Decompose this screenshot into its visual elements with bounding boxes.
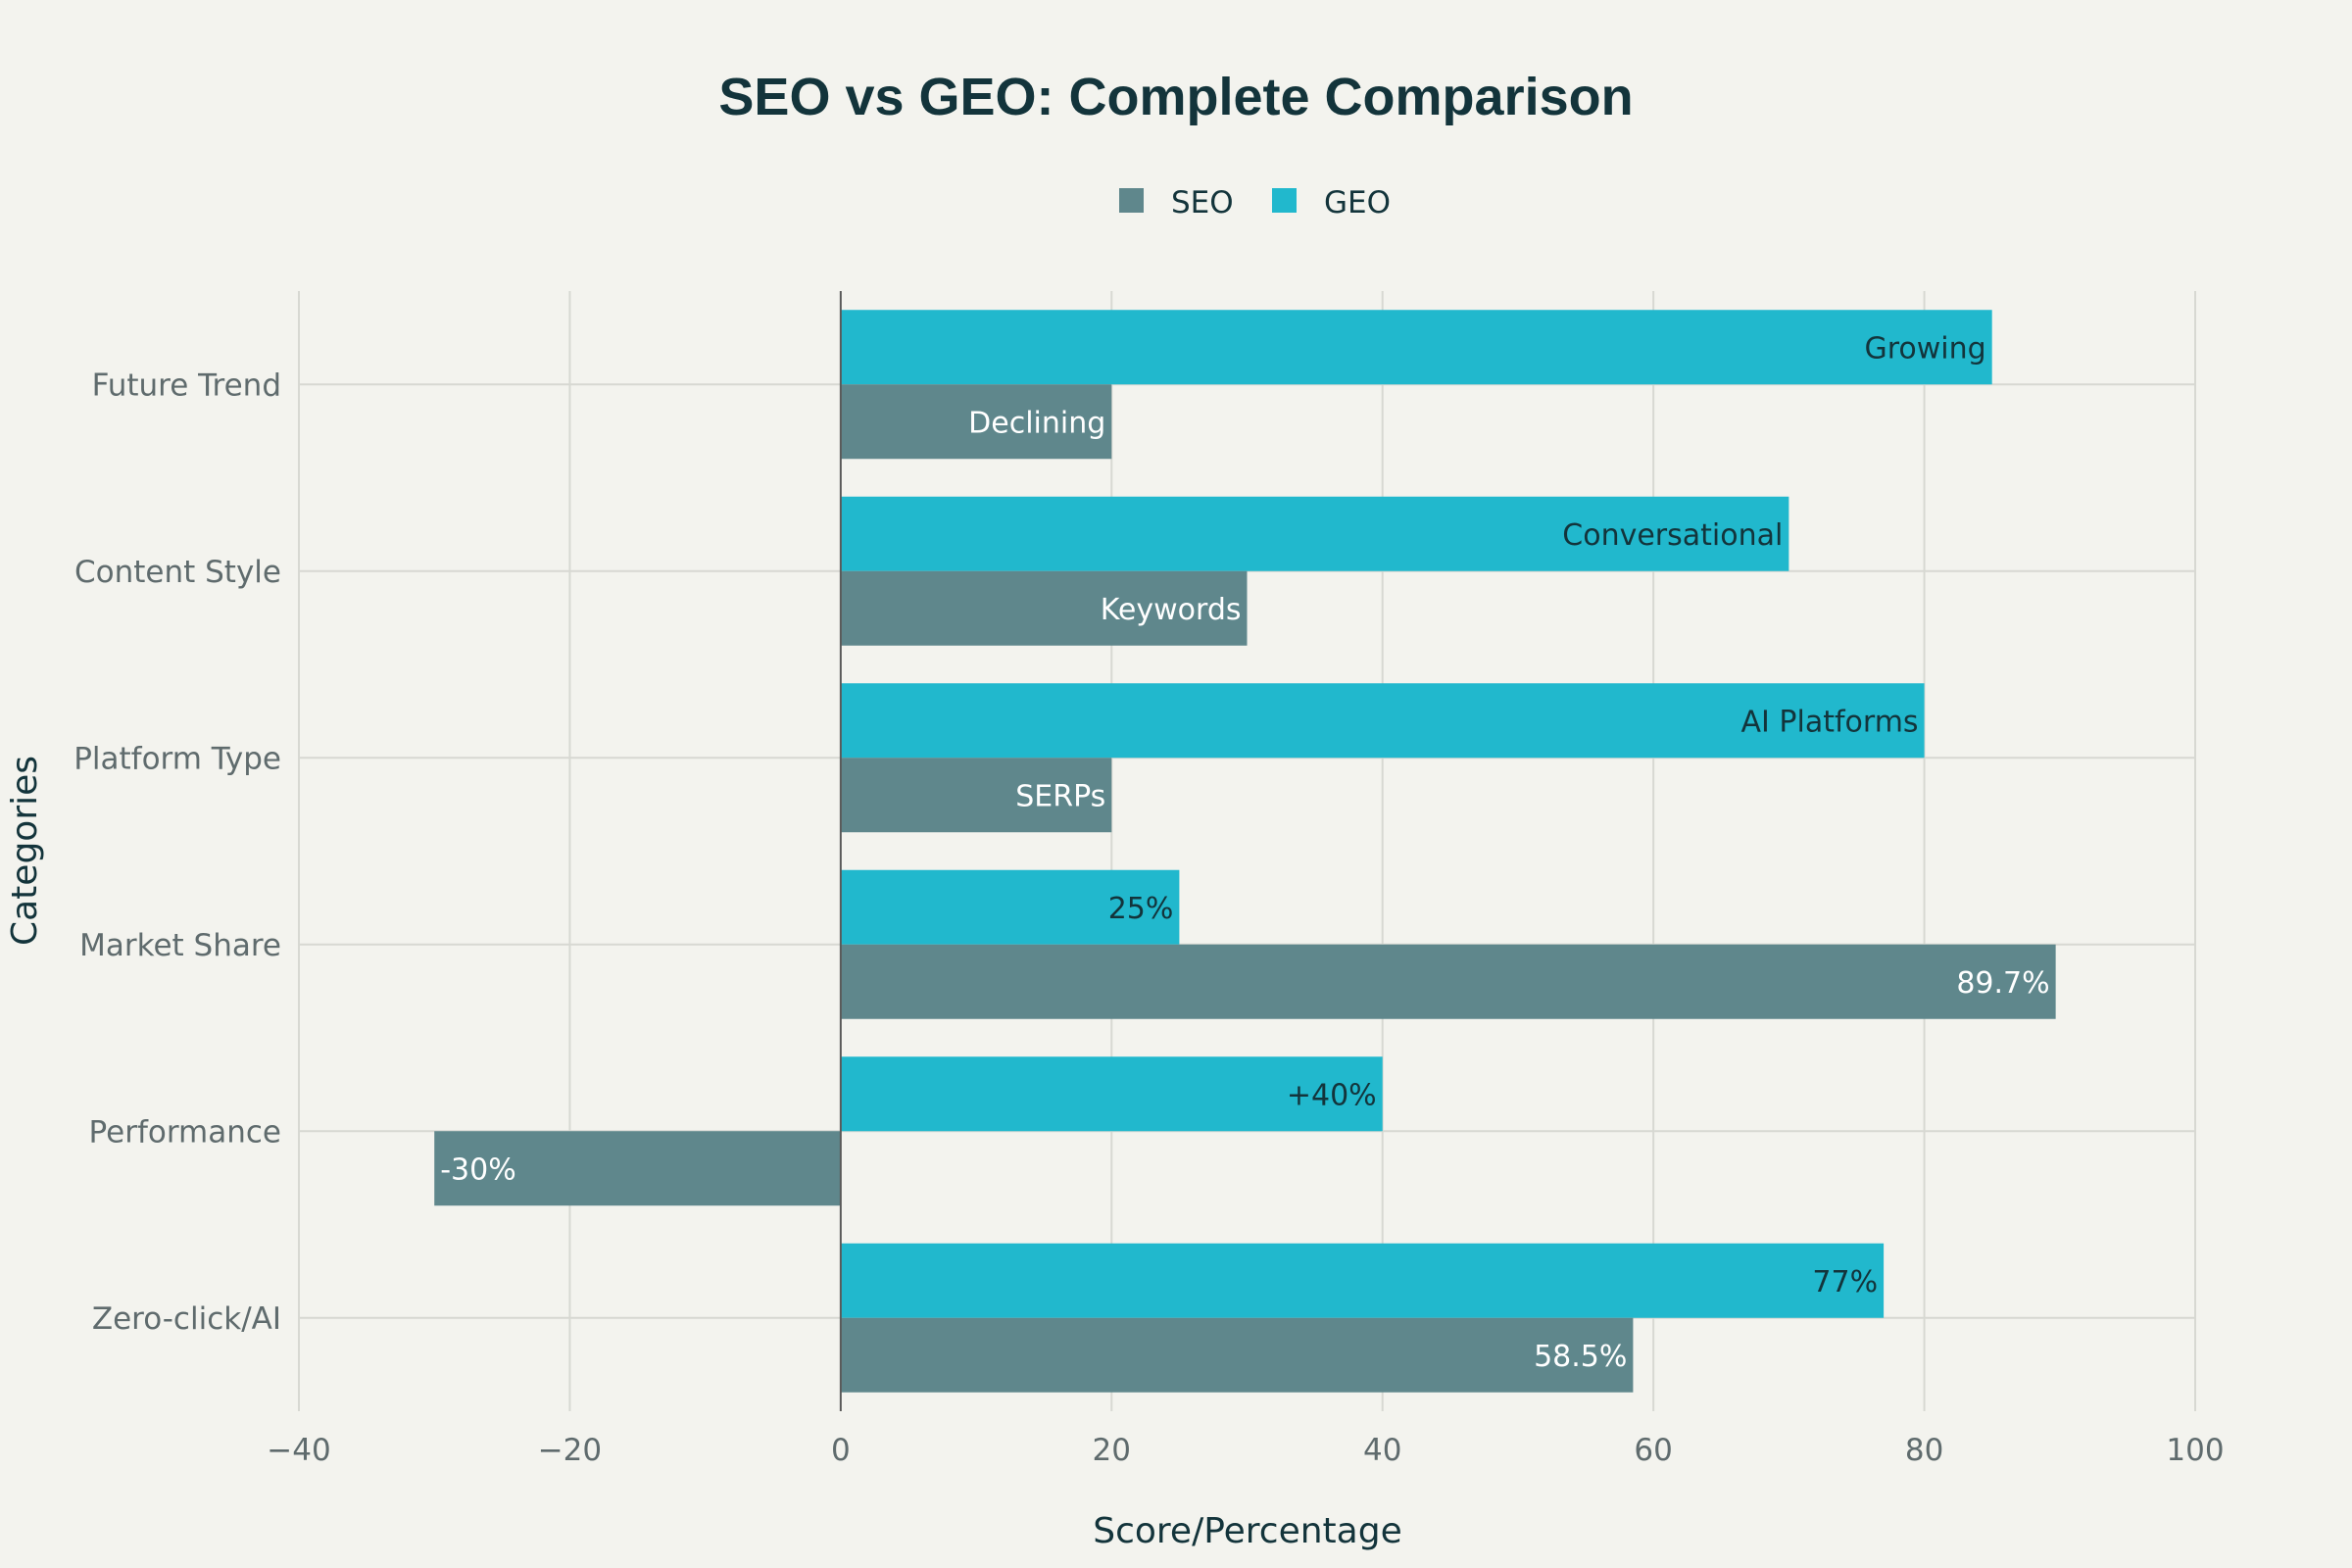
x-axis-title: Score/Percentage — [1093, 1511, 1401, 1551]
x-tick-label: 0 — [831, 1433, 851, 1468]
bar-label-seo: SERPs — [1015, 779, 1105, 813]
bar-label-geo: 77% — [1812, 1265, 1878, 1299]
legend-label-geo: GEO — [1324, 185, 1391, 220]
legend: SEO GEO — [1119, 185, 1391, 220]
y-tick-label: Zero-click/AI — [92, 1301, 281, 1337]
bar-seo — [840, 1317, 1634, 1393]
bar-geo — [840, 1056, 1383, 1132]
bar-labels: Growing Declining Conversational Keywords AI… — [440, 331, 2049, 1374]
y-tick-label: Future Trend — [92, 368, 281, 403]
bar-seo — [434, 1131, 841, 1206]
legend-swatch-seo — [1119, 188, 1144, 213]
legend-swatch-geo — [1272, 188, 1297, 213]
x-axis-ticks: −40 −20 0 20 40 60 80 100 — [267, 1433, 2224, 1468]
bar-geo — [840, 310, 1992, 385]
y-tick-label: Content Style — [74, 555, 281, 590]
bar-label-geo: +40% — [1287, 1078, 1377, 1112]
y-tick-label: Platform Type — [74, 741, 281, 776]
bar-label-seo: 58.5% — [1534, 1340, 1627, 1374]
bar-seo — [840, 570, 1248, 646]
bar-label-seo: Declining — [968, 406, 1105, 440]
bar-label-seo: 89.7% — [1956, 966, 2049, 1001]
bar-geo — [840, 1243, 1885, 1318]
bar-seo — [840, 384, 1112, 460]
bar-label-seo: -30% — [440, 1152, 516, 1187]
bar-label-geo: Conversational — [1562, 518, 1783, 553]
chart-title: SEO vs GEO: Complete Comparison — [718, 68, 1633, 126]
bar-label-seo: Keywords — [1101, 593, 1242, 627]
bar-label-geo: Growing — [1864, 331, 1985, 366]
y-tick-label: Market Share — [79, 928, 281, 963]
y-tick-label: Performance — [89, 1114, 281, 1150]
bars — [434, 310, 2056, 1393]
x-tick-label: 100 — [2166, 1433, 2224, 1468]
x-tick-label: 60 — [1634, 1433, 1672, 1468]
bar-seo — [840, 944, 2056, 1019]
bar-label-geo: AI Platforms — [1741, 705, 1919, 739]
bar-label-geo: 25% — [1108, 892, 1174, 926]
x-tick-label: −40 — [267, 1433, 330, 1468]
x-tick-label: 40 — [1363, 1433, 1401, 1468]
bar-geo — [840, 683, 1925, 759]
bar-geo — [840, 496, 1789, 571]
bar-geo — [840, 869, 1180, 945]
x-tick-label: −20 — [538, 1433, 602, 1468]
bar-seo — [840, 758, 1112, 833]
legend-label-seo: SEO — [1171, 185, 1234, 220]
gridlines — [298, 291, 2196, 1411]
y-axis-title: Categories — [5, 756, 45, 946]
x-tick-label: 80 — [1905, 1433, 1943, 1468]
y-axis-ticks: Future Trend Content Style Platform Type Ma… — [74, 368, 281, 1337]
x-tick-label: 20 — [1093, 1433, 1131, 1468]
